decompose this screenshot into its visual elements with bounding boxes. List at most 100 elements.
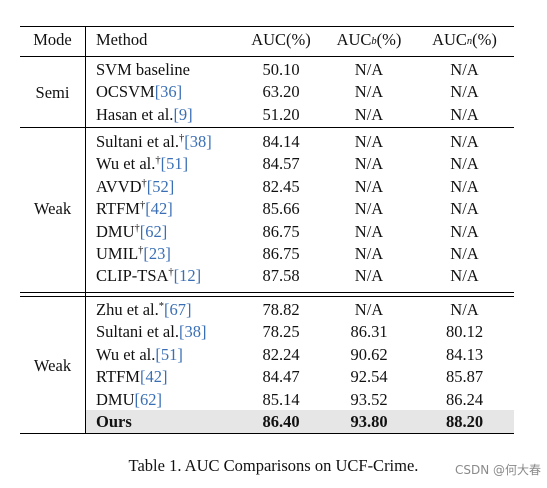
method-mark: †	[141, 177, 147, 189]
method-cell: OCSVM[36]	[96, 81, 182, 103]
header-auc-n: AUCn(%)	[432, 30, 497, 49]
method-name: DMU	[96, 221, 135, 241]
auc-value: 51.20	[262, 104, 300, 124]
method-mark: *	[158, 301, 165, 312]
auc-value: 85.14	[262, 389, 300, 409]
group-mode-label: Weak	[33, 199, 72, 219]
citation-link[interactable]: [38]	[178, 322, 207, 342]
citation-link[interactable]: [51]	[160, 154, 189, 174]
method-cell: RTFM†[42]	[96, 198, 173, 220]
auc-n-value: N/A	[450, 104, 479, 124]
auc-n-value: 85.87	[445, 367, 484, 387]
citation-link[interactable]: [42]	[145, 199, 173, 219]
auc-n-value: N/A	[450, 82, 479, 102]
method-cell: SVM baseline	[96, 59, 190, 81]
auc-value: 82.24	[262, 344, 300, 364]
auc-b-value: N/A	[354, 132, 384, 151]
method-mark: †	[168, 267, 174, 279]
auc-value: 78.25	[262, 322, 300, 342]
method-name: DMU	[96, 389, 135, 409]
auc-n-value: N/A	[450, 154, 479, 174]
auc-value: 78.82	[262, 300, 300, 319]
auc-b-value: N/A	[354, 300, 384, 319]
auc-n-value: N/A	[450, 199, 479, 219]
method-mark: †	[134, 222, 140, 234]
citation-link[interactable]: [51]	[155, 344, 183, 364]
column-divider	[85, 26, 86, 434]
auc-value: 85.66	[262, 199, 300, 219]
header-auc: AUC(%)	[251, 30, 311, 49]
auc-b-value: 86.31	[350, 322, 388, 342]
citation-link[interactable]: [12]	[173, 266, 202, 286]
auc-value: 84.47	[262, 367, 300, 387]
auc-b-value: N/A	[354, 82, 384, 102]
auc-b-value: 93.52	[350, 389, 388, 409]
method-mark: †	[178, 133, 185, 144]
method-cell: Hasan et al.[9]	[96, 104, 193, 126]
auc-b-value: N/A	[354, 60, 384, 79]
group-mode-label: Semi	[35, 82, 70, 102]
method-mark: †	[155, 155, 161, 167]
method-name: Sultani et al.	[96, 322, 179, 342]
method-cell: UMIL†[23]	[96, 243, 171, 265]
method-cell: Sultani et al.[38]	[96, 321, 206, 343]
auc-n-value: N/A	[450, 244, 479, 263]
auc-b-value: N/A	[354, 266, 384, 286]
citation-link[interactable]: [9]	[173, 104, 193, 124]
method-name: RTFM	[96, 199, 140, 219]
method-cell: CLIP-TSA†[12]	[96, 265, 201, 287]
method-mark: †	[139, 200, 146, 212]
citation-link[interactable]: [42]	[139, 367, 168, 387]
citation-link[interactable]: [52]	[146, 176, 175, 196]
auc-value: 86.75	[262, 244, 300, 263]
method-name: Wu et al.	[96, 344, 156, 364]
method-name: Sultani et al.	[96, 132, 179, 151]
auc-b-value: 90.62	[350, 344, 388, 364]
method-name: Ours	[96, 412, 132, 431]
auc-n-value: N/A	[450, 266, 479, 286]
auc-n-value: 88.20	[445, 412, 484, 431]
auc-value: 87.58	[262, 266, 300, 286]
citation-link[interactable]: [36]	[154, 82, 183, 102]
group-mode-label: Weak	[33, 356, 72, 376]
auc-n-value: 86.24	[445, 389, 484, 409]
citation-link[interactable]: [38]	[184, 132, 212, 151]
method-cell: RTFM[42]	[96, 366, 167, 388]
citation-link[interactable]: [62]	[139, 221, 168, 241]
auc-b-value: N/A	[354, 176, 384, 196]
auc-b-value: 93.80	[350, 412, 388, 431]
method-mark: †	[138, 245, 144, 256]
auc-value: 86.75	[262, 221, 300, 241]
auc-n-value: N/A	[450, 176, 479, 196]
header-method: Method	[96, 30, 148, 49]
method-cell: Wu et al.[51]	[96, 344, 183, 366]
auc-n-value: 80.12	[445, 322, 484, 342]
citation-link[interactable]: [62]	[134, 389, 163, 409]
method-cell: Ours	[96, 411, 132, 433]
header-auc-b: AUCb(%)	[336, 30, 402, 49]
method-cell: AVVD†[52]	[96, 176, 174, 198]
auc-b-value: 92.54	[350, 367, 388, 387]
header-mode: Mode	[33, 30, 72, 49]
top-rule	[20, 26, 514, 27]
method-name: Hasan et al.	[96, 104, 174, 124]
table-caption: Table 1. AUC Comparisons on UCF-Crime.	[128, 456, 419, 475]
method-name: Zhu et al.	[96, 300, 159, 319]
auc-value: 82.45	[262, 176, 300, 196]
auc-b-value: N/A	[354, 154, 384, 174]
auc-n-value: 84.13	[445, 344, 484, 364]
citation-link[interactable]: [23]	[143, 244, 171, 263]
citation-link[interactable]: [67]	[164, 300, 192, 319]
ours-row-highlight	[86, 410, 514, 433]
method-cell: Sultani et al.†[38]	[96, 131, 212, 153]
bottom-rule	[20, 433, 514, 434]
method-name: SVM baseline	[96, 60, 190, 79]
auc-value: 84.57	[262, 154, 300, 174]
method-cell: DMU†[62]	[96, 221, 167, 243]
method-cell: Zhu et al.*[67]	[96, 299, 192, 321]
double-rule-top	[20, 292, 514, 293]
double-rule-bottom	[20, 296, 514, 297]
group-rule-1	[20, 127, 514, 128]
auc-value: 63.20	[262, 82, 300, 102]
auc-b-value: N/A	[354, 199, 384, 219]
